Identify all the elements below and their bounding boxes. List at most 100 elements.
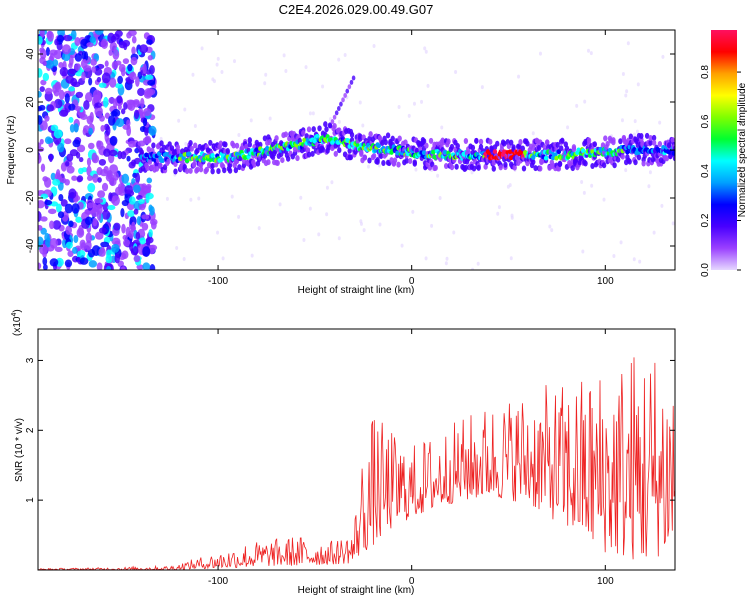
noise-speckle — [589, 51, 593, 56]
ridge-core — [210, 153, 215, 158]
ridge-halo — [154, 165, 160, 172]
noise-blob — [147, 79, 156, 86]
noise-speckle — [636, 82, 640, 87]
ridge-halo — [536, 144, 542, 151]
ridge-halo — [385, 132, 391, 139]
ridge-halo — [628, 133, 634, 140]
noise-speckle — [400, 243, 404, 248]
noise-blob — [81, 71, 86, 82]
noise-speckle — [216, 56, 220, 61]
ridge-halo — [188, 140, 193, 147]
noise-blob — [96, 262, 103, 270]
ridge-halo — [463, 164, 469, 171]
noise-speckle — [438, 195, 442, 200]
noise-blob — [38, 146, 45, 152]
noise-blob — [132, 245, 139, 256]
colorbar-tick-label: 0.4 — [700, 164, 711, 178]
noise-blob — [94, 231, 104, 240]
noise-blob — [103, 148, 111, 157]
noise-blob — [53, 98, 63, 109]
ridge-core — [376, 143, 381, 149]
noise-speckle — [581, 249, 585, 254]
ridge-halo — [592, 141, 598, 148]
noise-speckle — [638, 259, 642, 264]
noise-blob — [40, 79, 47, 86]
noise-speckle — [330, 180, 334, 185]
noise-blob — [142, 63, 147, 75]
noise-blob — [81, 50, 87, 61]
noise-blob — [38, 236, 44, 247]
ridge-halo — [175, 144, 180, 151]
spectrogram-x-label: Height of straight line (km) — [298, 285, 415, 296]
ridge-halo — [162, 164, 168, 171]
noise-blob — [87, 202, 94, 209]
noise-blob — [120, 266, 126, 270]
noise-speckle — [263, 81, 267, 86]
ridge-halo — [222, 167, 227, 174]
noise-speckle — [671, 221, 675, 226]
noise-blob — [127, 210, 135, 218]
noise-blob — [64, 203, 73, 214]
noise-speckle — [445, 256, 449, 261]
noise-blob — [88, 260, 98, 268]
noise-blob — [83, 125, 90, 134]
ridge-halo — [503, 161, 508, 168]
noise-speckle — [366, 164, 370, 169]
noise-blob — [78, 167, 84, 175]
noise-blob — [74, 53, 83, 62]
ridge-halo — [520, 145, 526, 152]
noise-blob — [117, 260, 124, 268]
noise-speckle — [221, 256, 225, 261]
noise-speckle — [575, 103, 579, 108]
noise-speckle — [197, 196, 201, 201]
y-tick-label: 0 — [25, 147, 36, 153]
y-tick-label: 2 — [25, 427, 36, 433]
noise-speckle — [343, 52, 347, 57]
ridge-halo — [651, 139, 657, 146]
ridge-halo — [498, 164, 503, 171]
ridge-halo — [247, 141, 253, 148]
spectrogram-x-axis: -100 0 100 — [208, 30, 614, 287]
noise-blob — [140, 97, 145, 109]
noise-speckle — [452, 230, 456, 235]
streak-blob — [330, 119, 335, 125]
noise-speckle — [624, 168, 628, 173]
ridge-core — [218, 157, 223, 163]
ridge-halo — [231, 142, 236, 149]
noise-blob — [38, 68, 43, 78]
noise-blob — [150, 220, 157, 230]
ridge-halo — [648, 139, 653, 146]
noise-blob — [78, 156, 84, 163]
noise-blob — [121, 223, 126, 234]
ridge-halo — [167, 141, 172, 148]
snr-series-line — [38, 357, 675, 570]
noise-speckle — [397, 104, 401, 109]
noise-blob — [133, 254, 141, 263]
noise-blob — [91, 66, 97, 73]
noise-speckle — [359, 221, 363, 226]
noise-blob — [131, 221, 136, 231]
ridge-halo — [301, 130, 306, 137]
noise-speckle — [337, 57, 341, 62]
ridge-halo — [218, 140, 223, 147]
noise-speckle — [175, 246, 179, 251]
noise-blob — [91, 152, 98, 163]
noise-blob — [148, 125, 157, 136]
noise-speckle — [471, 267, 475, 270]
noise-blob — [42, 60, 47, 67]
noise-blob — [38, 35, 43, 45]
noise-blob — [71, 81, 81, 88]
noise-speckle — [625, 89, 629, 94]
noise-blob — [134, 147, 140, 154]
noise-blob — [65, 241, 73, 249]
noise-speckle — [308, 111, 312, 116]
noise-blob — [120, 108, 126, 115]
noise-blob — [131, 35, 137, 44]
noise-speckle — [423, 46, 427, 51]
ridge-halo — [403, 139, 408, 146]
noise-blob — [121, 250, 129, 260]
streak-blob — [343, 92, 347, 98]
colorbar-ticks: 0.0 0.2 0.4 0.6 0.8 — [700, 65, 741, 277]
noise-blob — [65, 75, 75, 84]
noise-blob — [89, 111, 94, 123]
